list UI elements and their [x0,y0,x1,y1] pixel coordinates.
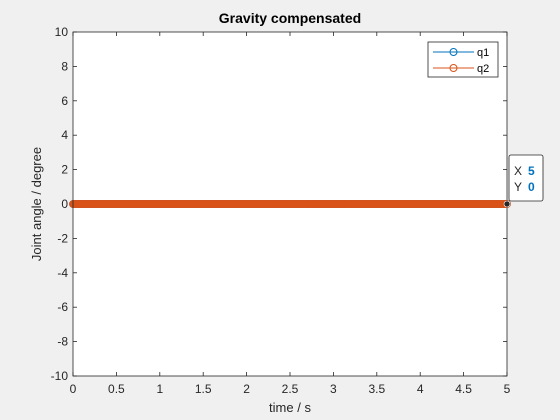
y-tick-label: 6 [61,94,68,108]
legend-box [427,41,499,78]
chart-title: Gravity compensated [219,10,361,26]
y-tick-label: -4 [57,266,68,280]
y-tick-label: 0 [61,197,68,211]
y-tick-label: -6 [57,300,68,314]
x-axis: 0 0.5 1 1.5 2 2.5 3 3.5 4 4.5 5 [70,32,511,396]
y-tick-label: -10 [51,369,69,383]
x-tick-label: 4.5 [455,382,472,396]
x-tick-label: 0.5 [108,382,125,396]
datatip-x-label: X [514,164,522,178]
y-axis: -10 -8 -6 -4 -2 0 2 4 6 8 10 [51,25,507,383]
x-tick-label: 5 [504,382,511,396]
x-axis-label: time / s [269,400,311,415]
y-tick-label: 8 [61,59,68,73]
legend-label-q1: q1 [477,47,489,59]
x-tick-label: 2.5 [282,382,299,396]
datatip-y-value: 0 [528,180,535,194]
legend-marker-q1 [449,48,458,56]
datatip-marker[interactable] [503,200,511,208]
y-tick-label: 10 [55,25,69,39]
datatip-y-label: Y [514,180,522,194]
legend-label-q2: q2 [477,63,489,75]
y-tick-label: -2 [57,231,68,245]
x-tick-label: 1 [156,382,163,396]
x-tick-label: 1.5 [195,382,212,396]
x-tick-label: 3 [330,382,337,396]
x-tick-label: 0 [70,382,77,396]
x-tick-label: 3.5 [368,382,385,396]
y-tick-label: 4 [61,128,68,142]
datatip-x-value: 5 [528,164,535,178]
series-q2 [69,200,511,208]
legend-marker-q2 [449,64,458,72]
datatip[interactable]: X 5 Y 0 [503,154,544,208]
plot-area [69,200,511,208]
legend[interactable]: q1 q2 [427,41,499,78]
y-tick-label: -8 [57,335,68,349]
x-tick-label: 2 [243,382,250,396]
y-tick-label: 2 [61,163,68,177]
y-axis-label: Joint angle / degree [29,147,44,261]
x-tick-label: 4 [417,382,424,396]
datatip-box [508,154,544,202]
